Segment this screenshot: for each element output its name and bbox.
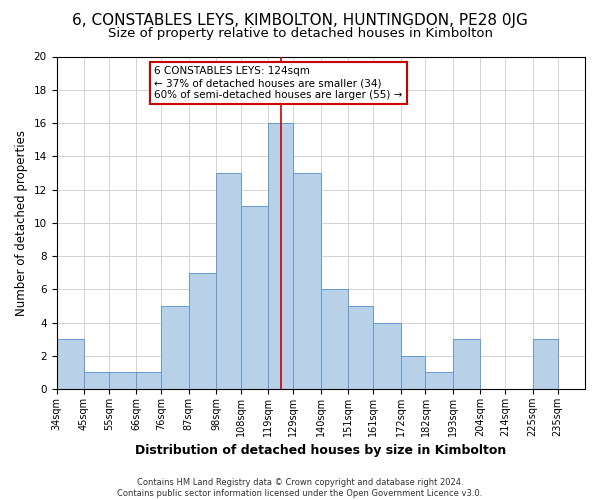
X-axis label: Distribution of detached houses by size in Kimbolton: Distribution of detached houses by size … [135, 444, 506, 458]
Bar [425, 372, 453, 389]
Bar [453, 339, 481, 389]
Bar [136, 372, 161, 389]
Text: 6, CONSTABLES LEYS, KIMBOLTON, HUNTINGDON, PE28 0JG: 6, CONSTABLES LEYS, KIMBOLTON, HUNTINGDO… [72, 12, 528, 28]
Bar [56, 339, 84, 389]
Text: Contains HM Land Registry data © Crown copyright and database right 2024.
Contai: Contains HM Land Registry data © Crown c… [118, 478, 482, 498]
Bar [321, 290, 348, 389]
Bar [373, 322, 401, 389]
Bar [241, 206, 268, 389]
Bar [188, 272, 216, 389]
Text: 6 CONSTABLES LEYS: 124sqm
← 37% of detached houses are smaller (34)
60% of semi-: 6 CONSTABLES LEYS: 124sqm ← 37% of detac… [154, 66, 403, 100]
Bar [268, 123, 293, 389]
Bar [216, 173, 241, 389]
Text: Size of property relative to detached houses in Kimbolton: Size of property relative to detached ho… [107, 28, 493, 40]
Bar [84, 372, 109, 389]
Bar [348, 306, 373, 389]
Bar [533, 339, 557, 389]
Bar [401, 356, 425, 389]
Bar [109, 372, 136, 389]
Bar [161, 306, 188, 389]
Y-axis label: Number of detached properties: Number of detached properties [15, 130, 28, 316]
Bar [293, 173, 321, 389]
